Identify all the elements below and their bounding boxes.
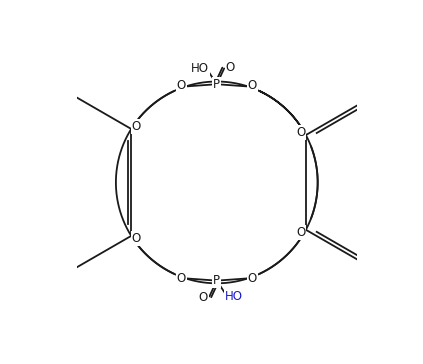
Text: O: O xyxy=(132,120,141,132)
Text: O: O xyxy=(247,79,257,92)
Text: O: O xyxy=(226,61,235,74)
Text: O: O xyxy=(177,79,186,92)
Text: O: O xyxy=(296,126,305,139)
Text: O: O xyxy=(132,232,141,245)
Text: O: O xyxy=(177,272,186,285)
Text: HO: HO xyxy=(225,289,243,302)
Text: O: O xyxy=(247,272,257,285)
Text: O: O xyxy=(199,291,208,304)
Text: O: O xyxy=(296,226,305,239)
Text: HO: HO xyxy=(191,62,209,75)
Text: P: P xyxy=(213,274,220,287)
Text: P: P xyxy=(213,78,220,91)
